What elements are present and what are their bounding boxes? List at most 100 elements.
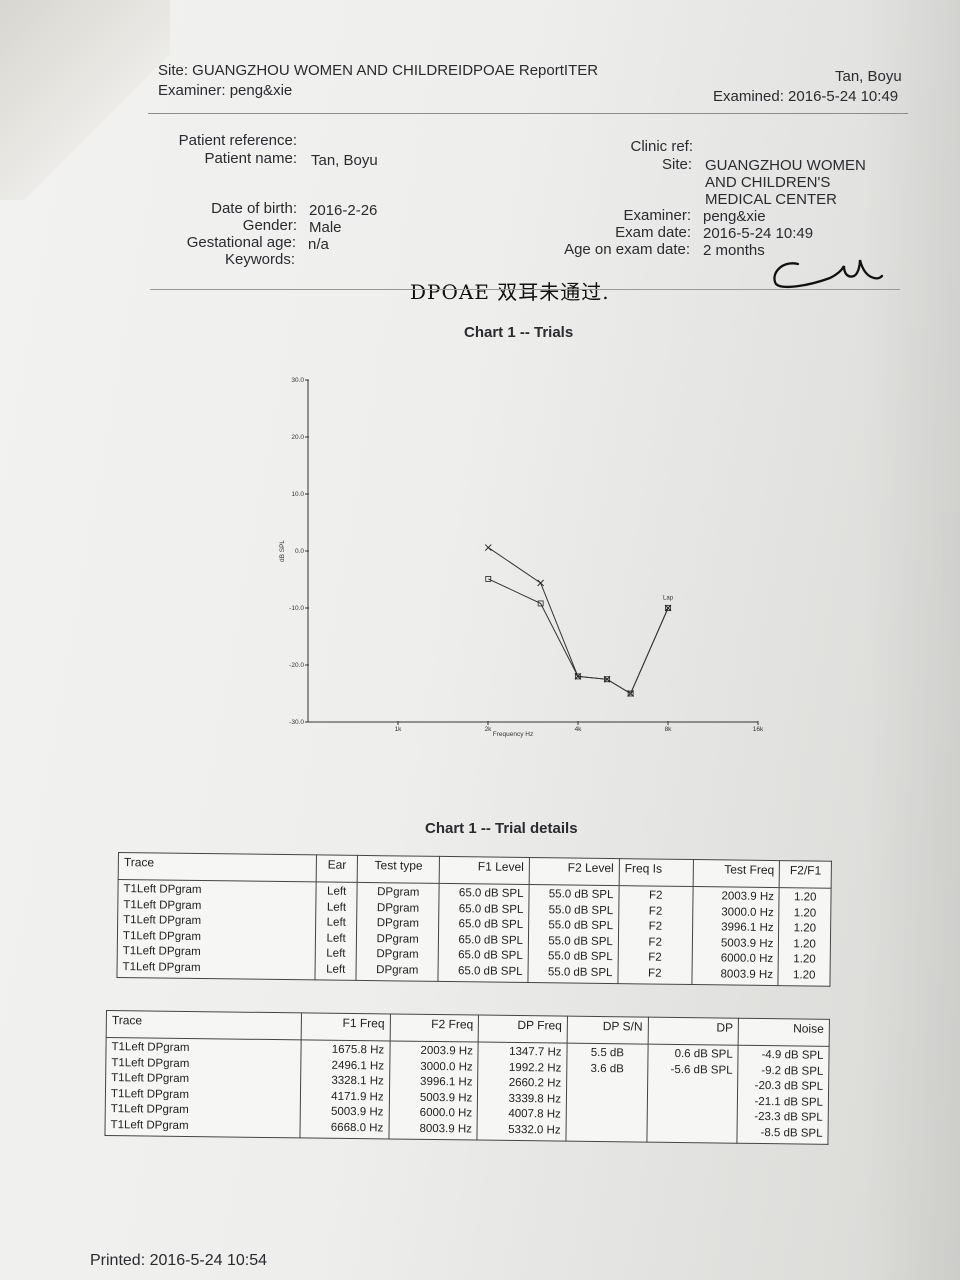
t2-col-dp-freq: 1347.7 Hz 1992.2 Hz 2660.2 Hz 3339.8 Hz … xyxy=(477,1042,568,1142)
t2-header-noise: Noise xyxy=(738,1018,830,1047)
cell: T1Left DPgram xyxy=(111,1041,190,1055)
t2-header-dp: DP xyxy=(647,1017,739,1046)
cell: T1Left DPgram xyxy=(110,1103,189,1117)
y-tick-label: 20.0 xyxy=(291,434,304,441)
cell: 1.20 xyxy=(793,891,817,904)
cell: 65.0 dB SPL xyxy=(458,902,524,916)
label-date-of-birth: Date of birth: xyxy=(211,200,297,217)
cell: 8003.9 Hz xyxy=(720,967,774,981)
cell: 55.0 dB SPL xyxy=(547,965,613,979)
cell: 2003.9 Hz xyxy=(721,890,775,904)
cell: DPgram xyxy=(376,917,420,930)
header-divider xyxy=(148,113,908,114)
cell: 5003.9 Hz xyxy=(419,1091,473,1104)
y-tick-label: 10.0 xyxy=(291,491,304,498)
y-axis-label: dB SPL xyxy=(279,540,286,562)
cell: 6668.0 Hz xyxy=(330,1121,384,1134)
table-row: T1Left DPgram T1Left DPgram T1Left DPgra… xyxy=(116,879,832,987)
t1-col-trace: T1Left DPgram T1Left DPgram T1Left DPgra… xyxy=(116,879,317,980)
cell: 5003.9 Hz xyxy=(330,1105,384,1119)
handwritten-note: DPOAE 双耳未通过. xyxy=(410,280,610,304)
cell: 3.6 dB xyxy=(590,1062,624,1075)
header-patient-name: Tan, Boyu xyxy=(835,68,902,85)
patient-gestational-age: n/a xyxy=(308,236,329,253)
trial-results-table: Trace F1 Freq F2 Freq DP Freq DP S/N DP … xyxy=(104,1010,830,1145)
t1-col-f2f1: 1.20 1.20 1.20 1.20 1.20 1.20 xyxy=(778,887,832,987)
cell: F2 xyxy=(648,889,663,902)
cell: F2 xyxy=(648,920,663,933)
cell: F2 xyxy=(648,904,663,918)
page-shadow xyxy=(860,0,960,1280)
cell: Left xyxy=(326,947,346,960)
cell: T1Left DPgram xyxy=(122,945,201,959)
cell: 55.0 dB SPL xyxy=(548,903,614,917)
x-tick-label: 4k xyxy=(575,726,583,733)
y-tick-label: -10.0 xyxy=(289,605,304,612)
label-patient-name: Patient name: xyxy=(204,150,297,167)
cell: -8.5 dB SPL xyxy=(760,1126,823,1140)
label-gestational-age: Gestational age: xyxy=(186,234,296,251)
data-point-square xyxy=(574,673,581,680)
cell: -4.9 dB SPL xyxy=(761,1049,824,1062)
y-tick-label: 30.0 xyxy=(291,377,304,384)
cell: 2496.1 Hz xyxy=(331,1059,385,1072)
cell: F2 xyxy=(648,935,662,949)
cell: T1Left DPgram xyxy=(123,883,202,897)
x-tick-label: 16k xyxy=(753,726,764,733)
cell: -20.3 dB SPL xyxy=(754,1079,824,1093)
cell: 3996.1 Hz xyxy=(420,1075,473,1089)
data-point-square xyxy=(485,576,492,582)
t1-header-f2-level: F2 Level xyxy=(529,857,620,886)
cell: 8003.9 Hz xyxy=(419,1122,473,1135)
printed-date: Printed: 2016-5-24 10:54 xyxy=(90,1252,268,1269)
cell: 65.0 dB SPL xyxy=(458,918,524,931)
cell: 0.6 dB SPL xyxy=(674,1047,733,1061)
series-line-1 xyxy=(488,547,669,695)
series-line-2 xyxy=(488,578,669,695)
header-examiner-line: Examiner: peng&xie xyxy=(158,82,293,99)
data-point-x xyxy=(484,544,492,551)
data-point-square xyxy=(665,605,671,611)
cell: Left xyxy=(326,901,347,914)
cell: 1.20 xyxy=(793,953,816,966)
t2-header-f1-freq: F1 Freq xyxy=(301,1012,391,1041)
x-tick-label: 8k xyxy=(665,726,673,733)
t2-col-noise: -4.9 dB SPL -9.2 dB SPL -20.3 dB SPL -21… xyxy=(737,1045,830,1145)
cell: 1675.8 Hz xyxy=(331,1043,385,1057)
cell: T1Left DPgram xyxy=(111,1072,190,1086)
cell: 65.0 dB SPL xyxy=(457,964,523,978)
cell: 1.20 xyxy=(793,922,817,935)
cell: -23.3 dB SPL xyxy=(754,1110,823,1124)
cell: 2003.9 Hz xyxy=(420,1044,473,1058)
cell: 3000.0 Hz xyxy=(420,1060,473,1073)
cell: DPgram xyxy=(376,932,419,946)
t2-header-dp-freq: DP Freq xyxy=(478,1015,568,1044)
t1-col-test-freq: 2003.9 Hz 3000.0 Hz 3996.1 Hz 5003.9 Hz … xyxy=(691,886,780,986)
t2-col-f1-freq: 1675.8 Hz 2496.1 Hz 3328.1 Hz 4171.9 Hz … xyxy=(299,1039,390,1139)
label-exam-date: Exam date: xyxy=(615,224,691,241)
label-gender: Gender: xyxy=(242,217,297,234)
t1-col-f1-level: 65.0 dB SPL 65.0 dB SPL 65.0 dB SPL 65.0… xyxy=(438,883,530,983)
y-tick-label: 0.0 xyxy=(295,548,304,555)
cell: 55.0 dB SPL xyxy=(547,950,613,964)
clinic-exam-date: 2016-5-24 10:49 xyxy=(703,225,814,242)
t2-col-trace: T1Left DPgram T1Left DPgram T1Left DPgra… xyxy=(104,1037,302,1138)
cell: 5.5 dB xyxy=(590,1046,625,1060)
t1-col-f2-level: 55.0 dB SPL 55.0 dB SPL 55.0 dB SPL 55.0… xyxy=(527,884,620,984)
patient-divider xyxy=(150,289,900,290)
label-keywords: Keywords: xyxy=(224,251,295,268)
cell: 3996.1 Hz xyxy=(721,921,774,935)
label-clinic-site: Site: xyxy=(661,156,692,173)
t2-col-dp-sn: 5.5 dB 3.6 dB xyxy=(565,1043,648,1143)
t1-header-f1-level: F1 Level xyxy=(439,856,530,885)
chart-title: Chart 1 -- Trials xyxy=(464,324,574,341)
clinic-site-line-1: GUANGZHOU WOMEN xyxy=(705,157,866,174)
cell: 1.20 xyxy=(793,968,816,982)
cell: 3000.0 Hz xyxy=(721,905,774,919)
label-age-on-exam: Age on exam date: xyxy=(564,241,690,258)
data-point-x xyxy=(537,579,545,587)
cell: F2 xyxy=(648,966,662,980)
examiner-signature xyxy=(773,259,884,288)
t1-header-freq-is: Freq Is xyxy=(619,858,694,887)
